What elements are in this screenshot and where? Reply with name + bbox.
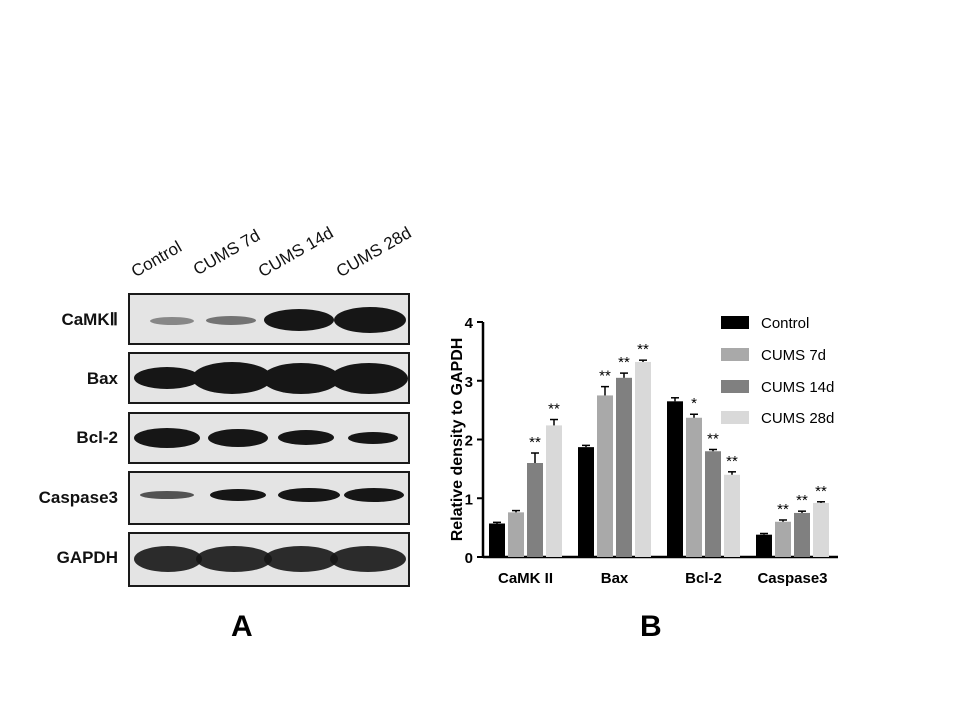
significance-marker: **: [777, 501, 789, 518]
blot-band: [278, 488, 340, 502]
y-tick-label: 4: [465, 315, 474, 332]
bar: [508, 512, 524, 557]
blot-band: [140, 491, 194, 499]
protein-label-caspase3: Caspase3: [38, 488, 118, 507]
protein-label-gapdh: GAPDH: [56, 548, 118, 567]
panel-letter-a: A: [231, 610, 253, 643]
blot-band: [206, 316, 256, 325]
blot-band: [330, 363, 408, 394]
bar: [756, 534, 772, 557]
significance-marker: *: [691, 395, 697, 412]
bar: [578, 447, 594, 557]
legend-swatch: [721, 411, 749, 424]
y-tick-label: 0: [465, 550, 473, 567]
significance-marker: **: [599, 368, 611, 385]
blot-band: [134, 367, 200, 389]
y-tick-label: 1: [465, 491, 473, 508]
blot-band: [330, 546, 406, 572]
blot-band: [134, 546, 202, 572]
x-tick-label: Caspase3: [757, 570, 827, 587]
legend-swatch: [721, 316, 749, 329]
protein-label-bax: Bax: [86, 369, 118, 388]
significance-marker: **: [618, 354, 630, 371]
significance-marker: **: [707, 430, 719, 447]
bar: [597, 395, 613, 557]
lane-label-cums-28d: CUMS 28d: [333, 223, 415, 282]
bar: [813, 502, 829, 557]
panel-letter-b: B: [640, 610, 662, 643]
bar: [724, 474, 740, 557]
bar: [546, 425, 562, 557]
legend-label: CUMS 7d: [761, 347, 826, 364]
bar-chart: 0 1 2 3 4 Relative density to GAPDH ** ** CaMK I…: [449, 315, 838, 587]
blot-strip-caspase3: [128, 471, 410, 525]
bar: [794, 512, 810, 557]
significance-marker: **: [637, 341, 649, 358]
bar: [489, 523, 505, 557]
x-tick-label: Bcl-2: [685, 570, 722, 587]
y-tick-label: 2: [465, 433, 473, 450]
significance-marker: **: [726, 453, 738, 470]
blot-band: [208, 429, 268, 447]
blot-band: [150, 317, 194, 325]
legend-swatch: [721, 380, 749, 393]
blot-band: [344, 488, 404, 502]
blot-band: [334, 307, 406, 333]
blot-band: [278, 430, 334, 445]
bar: [686, 417, 702, 557]
x-tick-label: Bax: [601, 570, 629, 587]
blot-band: [348, 432, 398, 444]
lane-label-cums-14d: CUMS 14d: [255, 223, 337, 282]
blot-band: [262, 363, 340, 394]
protein-label-camk2: CaMKⅡ: [61, 310, 118, 329]
blot-strip-gapdh: [128, 532, 410, 587]
legend-label: Control: [761, 315, 809, 332]
legend-swatch: [721, 348, 749, 361]
legend-label: CUMS 14d: [761, 379, 834, 396]
lane-label-control: Control: [128, 237, 185, 282]
blot-band: [264, 309, 334, 331]
bar: [616, 377, 632, 557]
blot-band: [192, 362, 272, 394]
bar: [667, 401, 683, 557]
blot-band: [264, 546, 338, 572]
significance-marker: **: [796, 492, 808, 509]
significance-marker: **: [815, 483, 827, 500]
y-tick-label: 3: [465, 374, 473, 391]
legend-label: CUMS 28d: [761, 410, 834, 427]
bar: [527, 463, 543, 557]
bar: [705, 451, 721, 557]
blot-strip-camk2: [128, 293, 410, 345]
blot-band: [134, 428, 200, 448]
significance-marker: **: [529, 434, 541, 451]
protein-label-bcl2: Bcl-2: [76, 428, 118, 447]
significance-marker: **: [548, 401, 560, 418]
blot-band: [210, 489, 266, 501]
bar: [775, 521, 791, 557]
y-axis-label: Relative density to GAPDH: [449, 338, 466, 542]
lane-label-cums-7d: CUMS 7d: [190, 225, 264, 280]
bar: [635, 361, 651, 557]
blot-strip-bcl2: [128, 412, 410, 464]
blot-strip-bax: [128, 352, 410, 404]
blot-band: [196, 546, 272, 572]
x-tick-label: CaMK II: [498, 570, 553, 587]
